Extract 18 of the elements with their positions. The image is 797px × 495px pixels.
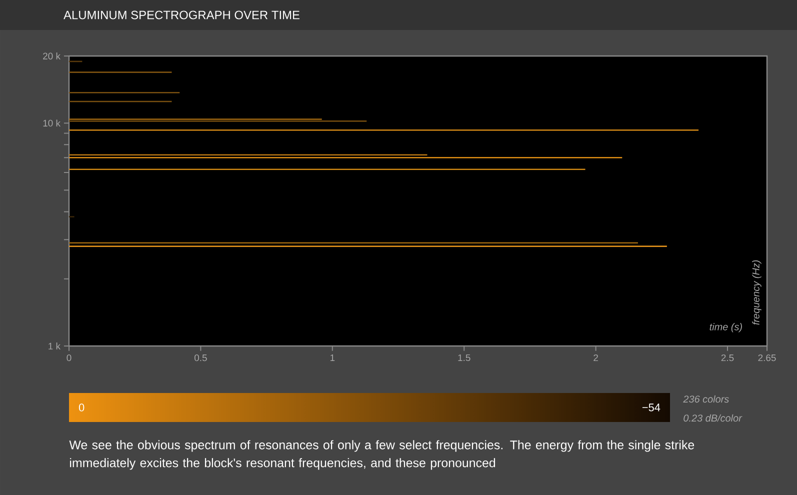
x-tick-label: 1 [330,354,335,361]
x-tick-label: 2 [594,354,598,362]
text: 0.23 dB/color [684,414,742,422]
text: We see the obvious spectrum of resonances of only a few select frequencies. The energy from the single strike immediately excites the block's resonant frequencies, and these pronounced [69,440,694,470]
x-tick-label: 0.5 [194,354,207,362]
y-axis-title: frequency (Hz) [752,260,762,325]
y-tick-label: 10 k [43,120,60,127]
x-axis-title: time (s) [710,323,742,332]
x-tick-label: 2.65 [758,354,776,362]
x-tick-label: 2.5 [721,354,734,362]
x-tick-label: 1.5 [458,354,470,362]
x-tick-label: 0 [66,354,72,362]
text: 236 colors [683,395,729,403]
y-tick-label: 20 k [43,52,60,60]
y-tick-label: 1 k [48,342,60,350]
color-bar-label: −54 [642,404,660,412]
color-bar-label: 0 [78,404,84,412]
chart-title: ALUMINUM SPECTROGRAPH OVER TIME [64,10,300,20]
